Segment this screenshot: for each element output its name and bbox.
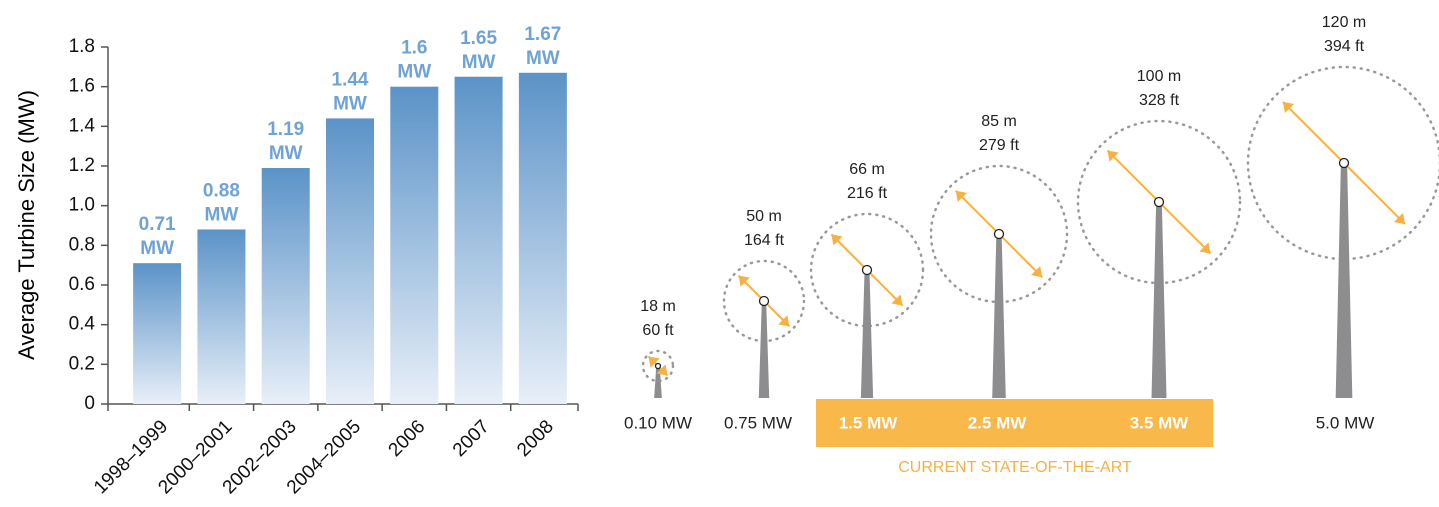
x-tick-label: 2006 (385, 416, 430, 461)
diameter-m: 18 m (640, 298, 676, 315)
diameter-ft: 394 ft (1324, 38, 1365, 55)
diameter-m: 50 m (746, 208, 782, 225)
arrow-head (1282, 101, 1295, 114)
value-label: 1.19 MW (267, 119, 304, 164)
arrow-head (778, 315, 790, 327)
arrow-head (1199, 242, 1211, 254)
y-tick-label: 0.4 (69, 314, 96, 335)
hub (1153, 196, 1165, 208)
y-tick-label: 1.2 (69, 155, 95, 176)
capacity-label: 2.5 MW (968, 413, 1028, 432)
value-label: 0.71 MW (139, 214, 176, 259)
bar (261, 167, 310, 404)
value-label: 0.88 MW (203, 180, 240, 225)
arrow-head (891, 294, 903, 306)
arrow-head (1031, 266, 1043, 278)
tower (860, 270, 874, 398)
rotor-sweep (641, 349, 675, 383)
capacity-label: 1.5 MW (839, 413, 899, 432)
capacity-label: 0.10 MW (624, 413, 692, 432)
tower (758, 301, 770, 398)
diameter-ft: 164 ft (744, 232, 785, 249)
value-label: 1.65 MW (460, 28, 497, 73)
capacity-label: 5.0 MW (1316, 413, 1375, 432)
x-tick-label: 2007 (449, 416, 494, 461)
arrow-head (656, 364, 668, 376)
y-tick-label: 0 (84, 393, 95, 414)
y-tick-label: 0.2 (69, 353, 95, 374)
arrow-head (955, 190, 967, 202)
arrow-head (738, 275, 750, 287)
bar (390, 86, 439, 405)
diameter-ft: 216 ft (847, 185, 888, 202)
y-tick-label: 1.6 (69, 76, 95, 97)
bar (197, 229, 246, 404)
value-label: 1.67 MW (524, 24, 561, 69)
y-tick-label: 1.4 (69, 115, 96, 136)
rotor-sweep (809, 212, 925, 328)
arrow-head (1107, 150, 1119, 162)
highlight-band (816, 399, 1213, 447)
diameter-ft: 328 ft (1139, 92, 1180, 109)
value-label: 1.6 MW (397, 38, 431, 83)
tower (1151, 202, 1167, 398)
capacity-label: 0.75 MW (724, 413, 792, 432)
tower (1335, 163, 1353, 398)
arrow-head (648, 356, 660, 368)
diameter-ft: 279 ft (979, 137, 1020, 154)
hub (993, 228, 1005, 240)
hub (1338, 157, 1350, 169)
hub (654, 362, 662, 370)
hub (758, 295, 770, 307)
bar (133, 263, 182, 404)
tower (992, 234, 1006, 398)
diameter-m: 120 m (1322, 14, 1366, 31)
highlight-label: CURRENT STATE-OF-THE-ART (898, 459, 1132, 476)
capacity-label: 3.5 MW (1130, 413, 1190, 432)
rotor-sweep (1246, 65, 1439, 261)
y-tick-label: 0.6 (69, 274, 95, 295)
y-tick-label: 0.8 (69, 234, 95, 255)
arrow-head (1393, 212, 1406, 225)
y-axis-label: Average Turbine Size (MW) (14, 90, 39, 360)
value-label: 1.44 MW (332, 69, 369, 114)
x-tick-label: 2008 (513, 416, 558, 461)
bar (518, 72, 567, 405)
y-tick-label: 1.0 (69, 195, 95, 216)
bar (326, 118, 374, 405)
diameter-m: 85 m (981, 113, 1017, 130)
diameter-m: 66 m (849, 161, 885, 178)
arrow-head (831, 234, 843, 246)
hub (861, 264, 873, 276)
diameter-ft: 60 ft (642, 322, 674, 339)
bar (454, 76, 503, 404)
diameter-m: 100 m (1137, 68, 1181, 85)
y-tick-label: 1.8 (69, 36, 95, 57)
